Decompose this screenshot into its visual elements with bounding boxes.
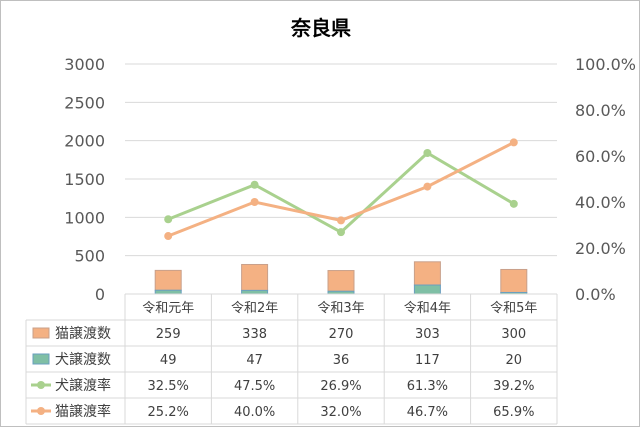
y-right-tick-label: 100.0% <box>575 55 636 74</box>
table-cell: 300 <box>501 327 526 342</box>
table-cell: 49 <box>160 353 177 368</box>
table-cell: 46.7% <box>407 405 448 420</box>
y-left-tick-label: 3000 <box>64 55 105 74</box>
y-left-tick-label: 1000 <box>64 208 105 227</box>
bar-cat <box>413 261 441 286</box>
y-axis-right: 0.0% 20.0% 40.0% 60.0% 80.0% 100.0% <box>575 55 636 304</box>
legend-label: 犬譲渡数 <box>55 352 111 368</box>
y-left-tick-label: 2500 <box>64 93 105 112</box>
table-cell: 39.2% <box>493 379 534 394</box>
table-cell: 26.9% <box>320 379 361 394</box>
y-left-tick-label: 2000 <box>64 132 105 151</box>
bar-cat <box>500 268 528 293</box>
point-dog-rate <box>164 215 173 224</box>
table-cell: 25.2% <box>148 405 189 420</box>
category-label: 令和3年 <box>317 301 364 316</box>
line-series <box>164 138 518 241</box>
table-cell: 270 <box>329 327 354 342</box>
point-cat-rate <box>250 198 259 206</box>
bar-dog <box>154 289 182 295</box>
chart-title: 奈良県 <box>290 16 351 40</box>
table-cell: 40.0% <box>234 405 275 420</box>
category-label: 令和元年 <box>142 301 194 316</box>
table-cell: 47 <box>246 353 263 368</box>
point-dog-rate <box>250 180 259 189</box>
legend-key-marker <box>37 381 45 389</box>
table-cell: 259 <box>156 327 181 342</box>
legend-key-box <box>32 327 50 339</box>
point-dog-rate <box>509 199 518 208</box>
point-cat-rate <box>337 216 345 225</box>
table-cell: 32.5% <box>148 379 189 394</box>
point-dog-rate <box>337 228 345 237</box>
bar-dog <box>241 289 269 295</box>
point-cat-rate <box>164 232 173 241</box>
table-cell: 47.5% <box>234 379 275 394</box>
y-left-tick-label: 1500 <box>64 170 105 189</box>
bar-dog <box>413 284 441 295</box>
bar-cat <box>241 263 269 291</box>
table-cell: 338 <box>242 327 267 342</box>
category-label: 令和4年 <box>404 301 451 316</box>
y-left-tick-label: 0 <box>95 285 105 304</box>
legend-label: 犬譲渡率 <box>55 377 111 394</box>
table-cell: 303 <box>415 327 440 342</box>
y-right-tick-label: 20.0% <box>575 239 626 258</box>
legend-key-box <box>32 353 50 365</box>
y-right-tick-label: 40.0% <box>575 193 626 212</box>
table-cell: 36 <box>333 353 350 368</box>
table-cell: 20 <box>506 353 523 368</box>
y-left-tick-label: 500 <box>74 247 105 266</box>
table-cell: 117 <box>415 353 440 368</box>
point-dog-rate <box>423 149 432 158</box>
legend-label: 猫譲渡数 <box>55 326 111 342</box>
table-cell: 61.3% <box>407 379 448 394</box>
y-right-tick-label: 60.0% <box>575 147 626 166</box>
bar-cat <box>327 270 355 292</box>
table-cell: 65.9% <box>493 405 534 420</box>
category-label: 令和5年 <box>490 301 537 316</box>
point-cat-rate <box>509 138 518 147</box>
grid-lines <box>125 63 557 257</box>
y-right-tick-label: 0.0% <box>575 285 616 304</box>
bar-cat <box>154 269 182 291</box>
bar-series <box>154 261 528 295</box>
y-right-tick-label: 80.0% <box>575 101 626 120</box>
legend-label: 猫譲渡率 <box>55 403 111 420</box>
category-label: 令和2年 <box>231 301 278 316</box>
legend-key-marker <box>37 407 45 415</box>
y-axis-left: 0 500 1000 1500 2000 2500 3000 <box>64 55 105 304</box>
point-cat-rate <box>423 182 432 191</box>
table-cell: 32.0% <box>320 405 361 420</box>
